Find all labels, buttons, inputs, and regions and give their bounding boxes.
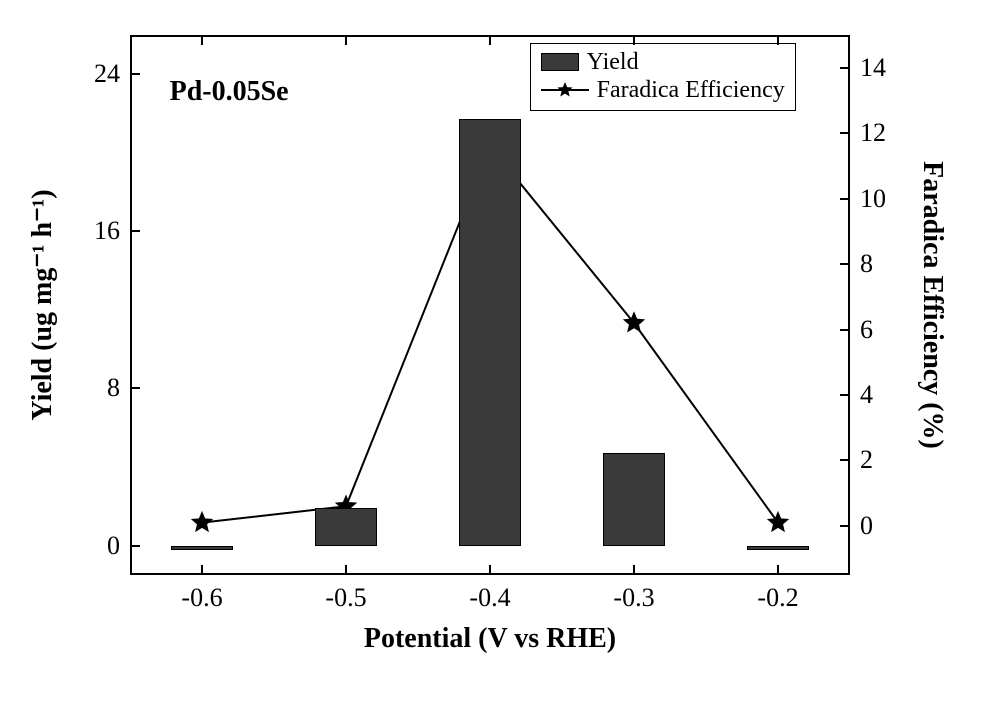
bar xyxy=(171,546,232,551)
y-left-tick xyxy=(130,230,140,232)
bar xyxy=(315,508,376,545)
y-right-tick-label: 0 xyxy=(860,511,873,541)
x-tick-label: -0.5 xyxy=(325,583,366,613)
y-right-tick xyxy=(840,263,850,265)
y-left-tick-label: 8 xyxy=(107,373,120,403)
y-left-tick xyxy=(130,387,140,389)
bar xyxy=(747,546,808,551)
y-right-tick-label: 12 xyxy=(860,118,886,148)
y-right-tick xyxy=(840,459,850,461)
x-tick xyxy=(345,565,347,575)
y-left-tick xyxy=(130,73,140,75)
y-left-tick-label: 16 xyxy=(94,216,120,246)
y-left-tick-label: 24 xyxy=(94,59,120,89)
x-tick xyxy=(633,35,635,45)
x-tick-label: -0.3 xyxy=(613,583,654,613)
y-right-tick-label: 4 xyxy=(860,380,873,410)
y-right-tick-label: 6 xyxy=(860,315,873,345)
y-left-tick xyxy=(130,545,140,547)
x-tick xyxy=(201,35,203,45)
y-right-tick xyxy=(840,525,850,527)
x-tick-label: -0.4 xyxy=(469,583,510,613)
x-tick xyxy=(777,35,779,45)
y-right-tick xyxy=(840,329,850,331)
y-right-tick xyxy=(840,394,850,396)
y-right-tick xyxy=(840,67,850,69)
bar xyxy=(459,119,520,545)
bar xyxy=(603,453,664,545)
y-left-tick-label: 0 xyxy=(107,531,120,561)
y-right-tick-label: 10 xyxy=(860,184,886,214)
y-right-tick-label: 14 xyxy=(860,53,886,83)
star-marker-icon xyxy=(768,512,788,531)
x-tick xyxy=(777,565,779,575)
x-tick-label: -0.6 xyxy=(181,583,222,613)
y-right-tick-label: 2 xyxy=(860,445,873,475)
x-tick xyxy=(201,565,203,575)
y-right-tick-label: 8 xyxy=(860,249,873,279)
x-tick xyxy=(633,565,635,575)
x-tick xyxy=(345,35,347,45)
x-tick xyxy=(489,35,491,45)
y-right-tick xyxy=(840,132,850,134)
star-marker-icon xyxy=(192,512,212,531)
y-right-tick xyxy=(840,198,850,200)
x-tick-label: -0.2 xyxy=(757,583,798,613)
x-tick xyxy=(489,565,491,575)
